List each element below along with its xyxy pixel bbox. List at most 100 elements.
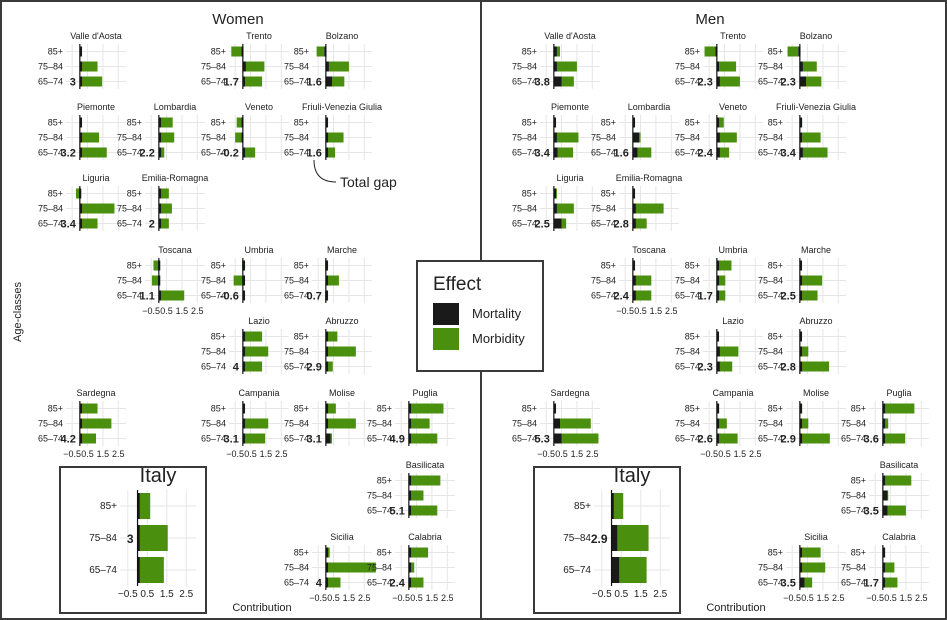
mortality-bar bbox=[632, 117, 636, 128]
facet-title: Trento bbox=[720, 31, 746, 41]
age-label: 65–74 bbox=[758, 148, 783, 158]
region-sardegna: Sardegna 85+ 75–84 65–745.3 −0.5 0.5 1.5 2.5 bbox=[512, 388, 600, 459]
total-gap-label: 4.9 bbox=[390, 434, 405, 446]
mortality-bar bbox=[325, 260, 329, 271]
age-label: 65–74 bbox=[201, 77, 226, 87]
age-label: 75–84 bbox=[841, 563, 866, 573]
panel-title: Women bbox=[212, 11, 263, 28]
mortality-bar bbox=[79, 403, 83, 414]
x-tick-label: −0.5 bbox=[592, 589, 612, 600]
mortality-bar bbox=[716, 117, 720, 128]
x-tick-label: 2.5 bbox=[665, 306, 678, 316]
legend-swatch-morbidity bbox=[433, 328, 459, 350]
x-tick-label: 2.5 bbox=[653, 589, 667, 600]
age-label: 85+ bbox=[685, 118, 700, 128]
total-gap-label: 2.4 bbox=[614, 291, 630, 303]
age-label: 65–74 bbox=[841, 434, 866, 444]
age-label: 85+ bbox=[294, 47, 309, 57]
x-tick-label: −0.5 bbox=[866, 593, 884, 603]
morbidity-bar bbox=[717, 433, 738, 444]
morbidity-bar bbox=[326, 331, 338, 342]
facet-title: Umbria bbox=[718, 245, 747, 255]
morbidity-bar bbox=[635, 218, 647, 229]
age-label: 75–84 bbox=[841, 491, 866, 501]
morbidity-bar bbox=[326, 132, 344, 143]
mortality-bar bbox=[553, 117, 557, 128]
mortality-bar bbox=[716, 346, 720, 357]
mortality-bar bbox=[408, 475, 412, 486]
age-label: 85+ bbox=[377, 548, 392, 558]
mortality-bar bbox=[242, 331, 246, 342]
age-label: 75–84 bbox=[201, 133, 226, 143]
facet-title: Basilicata bbox=[880, 460, 919, 470]
mortality-bar bbox=[408, 403, 412, 414]
age-label: 65–74 bbox=[117, 148, 142, 158]
mortality-bar bbox=[553, 61, 557, 72]
mortality-bar bbox=[242, 275, 246, 286]
region-sicilia: Sicilia 85+ 75–84 65–743.5 −0.5 0.5 1.5 2.5 bbox=[758, 532, 846, 603]
morbidity-bar bbox=[717, 418, 727, 429]
age-label: 85+ bbox=[601, 261, 616, 271]
region-veneto: Veneto 85+ 75–84 65–74-0.2 bbox=[201, 102, 289, 160]
morbidity-bar bbox=[613, 493, 624, 519]
morbidity-bar bbox=[80, 203, 115, 214]
mortality-bar bbox=[716, 433, 720, 444]
total-gap-annotation: Total gap bbox=[313, 159, 397, 190]
legend-title: Effect bbox=[433, 274, 482, 295]
region-lazio: Lazio 85+ 75–84 65–74 4 bbox=[201, 316, 289, 374]
total-gap-label: 1.6 bbox=[307, 77, 322, 89]
age-label: 65–74 bbox=[201, 291, 226, 301]
x-tick-label: 1.5 bbox=[650, 306, 663, 316]
morbidity-bar bbox=[704, 46, 716, 57]
age-label: 85+ bbox=[127, 118, 142, 128]
mortality-bar bbox=[158, 117, 162, 128]
mortality-bar bbox=[325, 418, 329, 429]
age-label: 85+ bbox=[127, 189, 142, 199]
morbidity-bar bbox=[555, 188, 557, 199]
age-label: 85+ bbox=[601, 118, 616, 128]
morbidity-bar bbox=[557, 147, 574, 158]
total-gap-label: 1.7 bbox=[224, 77, 239, 89]
age-label: 65–74 bbox=[284, 434, 309, 444]
age-label: 75–84 bbox=[512, 62, 537, 72]
total-gap-label: 2.5 bbox=[781, 291, 796, 303]
facet-title: Veneto bbox=[245, 102, 273, 112]
age-label: 75–84 bbox=[591, 133, 616, 143]
mortality-bar bbox=[882, 475, 886, 486]
age-label: 75–84 bbox=[675, 62, 700, 72]
region-molise: Molise 85+ 75–84 65–742.9 bbox=[758, 388, 846, 446]
age-label: 65–74 bbox=[284, 362, 309, 372]
facet-title: Lombardia bbox=[628, 102, 671, 112]
mortality-bar bbox=[325, 76, 332, 87]
mortality-bar bbox=[716, 361, 720, 372]
morbidity-bar bbox=[719, 132, 737, 143]
region-puglia: Puglia 85+ 75–84 65–744.9 bbox=[367, 388, 455, 446]
morbidity-bar bbox=[80, 76, 103, 87]
total-gap-label: 2 bbox=[149, 219, 155, 231]
age-label: 85+ bbox=[685, 332, 700, 342]
age-label: 75–84 bbox=[591, 276, 616, 286]
morbidity-bar bbox=[326, 562, 376, 573]
age-label: 85+ bbox=[768, 404, 783, 414]
age-label: 65–74 bbox=[675, 362, 700, 372]
mortality-bar bbox=[632, 260, 636, 271]
mortality-bar bbox=[553, 433, 562, 444]
mortality-bar bbox=[716, 260, 720, 271]
mortality-bar bbox=[716, 61, 720, 72]
x-tick-label: 1.5 bbox=[634, 589, 648, 600]
age-label: 85+ bbox=[48, 404, 63, 414]
age-label: 85+ bbox=[294, 404, 309, 414]
mortality-bar bbox=[408, 433, 412, 444]
mortality-bar bbox=[799, 361, 803, 372]
panel-title: Men bbox=[695, 11, 724, 28]
x-tick-label: −0.5 bbox=[309, 593, 327, 603]
total-gap-label: -0.2 bbox=[220, 148, 239, 160]
total-gap-label: 2.4 bbox=[390, 578, 406, 590]
age-label: 85+ bbox=[851, 404, 866, 414]
mortality-bar bbox=[632, 203, 636, 214]
morbidity-bar bbox=[409, 475, 441, 486]
x-tick-label: 1.5 bbox=[343, 593, 356, 603]
region-lombardia: Lombardia 85+ 75–84 65–742.2 bbox=[117, 102, 205, 160]
